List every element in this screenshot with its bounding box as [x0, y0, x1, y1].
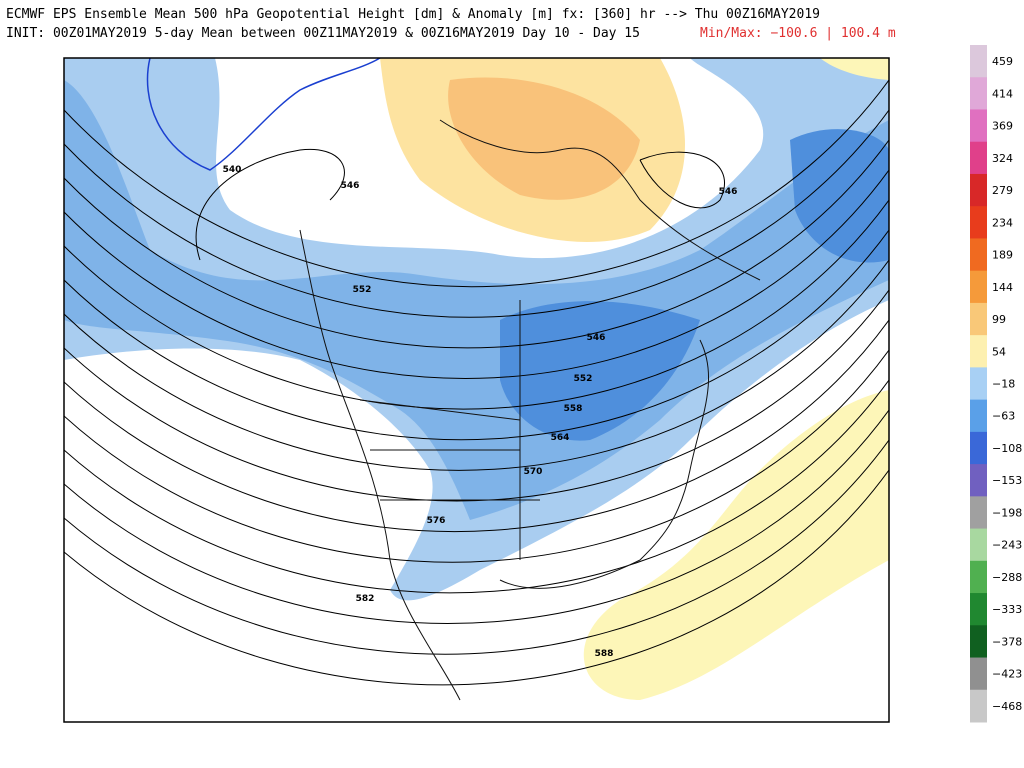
- contour-line: [64, 79, 889, 288]
- contour-label: 540: [223, 165, 242, 175]
- contour-line: [64, 469, 889, 686]
- contour-line: [64, 199, 889, 410]
- contour-line: [64, 259, 889, 471]
- height-contours: [64, 79, 889, 686]
- contour-line: [639, 151, 726, 209]
- colorbar-swatch: [970, 77, 987, 110]
- min-max: Min/Max: −100.6 | 100.4 m: [700, 26, 896, 41]
- colorbar-swatch: [970, 335, 987, 368]
- anomaly-positive-4: [820, 58, 889, 80]
- colorbar-label: −108: [992, 442, 1022, 455]
- contour-label: 564: [551, 433, 570, 443]
- colorbar-swatch: [970, 593, 987, 626]
- coastlines: [299, 119, 761, 701]
- colorbar-swatch: [970, 173, 987, 207]
- contour-label: 588: [595, 649, 614, 659]
- anomaly-negative-4: [790, 129, 889, 263]
- colorbar-swatch: [970, 399, 987, 433]
- colorbar-swatch: [970, 496, 987, 530]
- colorbar-swatch: [970, 560, 987, 594]
- contour-line: [64, 169, 889, 379]
- colorbar-swatch: [970, 45, 987, 78]
- contour-label: 546: [341, 181, 360, 191]
- contour-label: 576: [427, 516, 446, 526]
- colorbar-label: 99: [992, 313, 1006, 326]
- anomaly-negative-3: [500, 301, 700, 441]
- contour-labels: 546 546 552 546 540 552 558 564 570 576 582 588: [223, 165, 738, 659]
- colorbar-label: −378: [992, 635, 1022, 648]
- contour-line: [64, 439, 889, 655]
- colorbar-label: −153: [992, 474, 1022, 487]
- contour-label: 582: [356, 594, 375, 604]
- colorbar-label: −468: [992, 700, 1022, 713]
- colorbar-swatch: [970, 270, 987, 304]
- contour-label: 552: [574, 374, 593, 384]
- contour-line: [64, 229, 889, 441]
- colorbar-swatch: [970, 238, 987, 272]
- anomaly-positive-2: [448, 77, 640, 200]
- contour-line: [64, 139, 889, 349]
- contour-label: 570: [524, 467, 543, 477]
- colorbar-label: 459: [992, 55, 1013, 68]
- colorbar-swatch: [970, 367, 987, 401]
- colorbar-swatch: [970, 625, 987, 659]
- map-frame: [63, 57, 890, 723]
- colorbar-swatch: [970, 528, 987, 562]
- anomaly-negative-2: [64, 80, 889, 520]
- colorbar-swatch: [970, 431, 987, 465]
- contour-label: 558: [564, 404, 583, 414]
- colorbar-label: −243: [992, 539, 1022, 552]
- title-line-1: ECMWF EPS Ensemble Mean 500 hPa Geopoten…: [6, 7, 820, 22]
- colorbar-label: 414: [992, 87, 1013, 100]
- colorbar-swatch: [970, 141, 987, 175]
- title-line-2: INIT: 00Z01MAY2019 5-day Mean between 00…: [6, 26, 640, 41]
- contour-line: [64, 349, 889, 563]
- contour-line: [195, 148, 345, 261]
- colorbar-label: −63: [992, 410, 1015, 423]
- colorbar-swatch: [970, 657, 987, 691]
- contour-label: 546: [587, 333, 606, 343]
- colorbar-label: 279: [992, 184, 1013, 197]
- colorbar-label: −198: [992, 506, 1022, 519]
- contour-line: [64, 319, 889, 533]
- anomaly-positive-3: [583, 390, 889, 700]
- colorbar-swatch: [970, 206, 987, 239]
- colorbar-label: 144: [992, 281, 1013, 294]
- contour-line: [64, 409, 889, 625]
- colorbar-label: −333: [992, 603, 1022, 616]
- colorbar-swatch: [970, 689, 987, 723]
- colorbar-label: −288: [992, 571, 1022, 584]
- contour-540: [146, 58, 381, 171]
- colorbar-label: 369: [992, 120, 1013, 133]
- colorbar-swatch: [970, 302, 987, 336]
- colorbar-swatch: [970, 109, 987, 143]
- map: 546 546 552 546 540 552 558 564 570 576 582 588: [64, 58, 889, 722]
- colorbar-label: 189: [992, 249, 1013, 262]
- colorbar: 459 414 369 324 279 234 189 144 99 54 −18 −63 −108 −1…: [970, 45, 1022, 723]
- colorbar-label: −423: [992, 668, 1022, 681]
- colorbar-label: 54: [992, 345, 1006, 358]
- colorbar-label: 234: [992, 216, 1013, 229]
- colorbar-label: −18: [992, 378, 1015, 391]
- contour-line: [64, 109, 889, 318]
- colorbar-swatch: [970, 464, 987, 497]
- colorbar-label: 324: [992, 152, 1013, 165]
- contour-line: [64, 379, 889, 594]
- contour-label: 552: [353, 285, 372, 295]
- contour-label: 546: [719, 187, 738, 197]
